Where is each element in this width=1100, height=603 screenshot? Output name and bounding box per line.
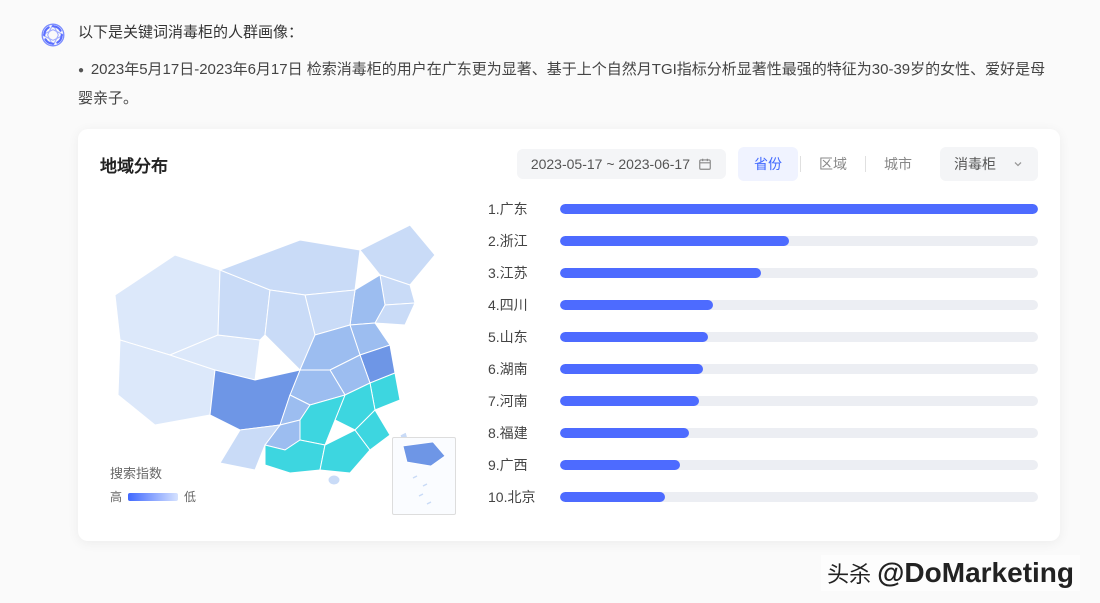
- date-range-picker[interactable]: 2023-05-17 ~ 2023-06-17: [517, 149, 726, 179]
- rank-label: 5.山东: [488, 327, 560, 347]
- bar-fill: [560, 300, 713, 310]
- dropdown-value: 消毒柜: [954, 154, 996, 174]
- rank-label: 3.江苏: [488, 263, 560, 283]
- rank-row: 8.福建: [488, 423, 1038, 443]
- rank-label: 10.北京: [488, 487, 560, 507]
- tab-region[interactable]: 区域: [803, 147, 863, 181]
- rank-row: 7.河南: [488, 391, 1038, 411]
- calendar-icon: [698, 157, 712, 171]
- china-map: 搜索指数 高 低: [100, 195, 460, 519]
- watermark: 头杀 @DoMarketing: [821, 555, 1080, 591]
- legend-low: 低: [184, 488, 196, 505]
- bar-fill: [560, 396, 699, 406]
- chevron-down-icon: [1012, 158, 1024, 170]
- bar-track: [560, 428, 1038, 438]
- bar-fill: [560, 268, 761, 278]
- bar-track: [560, 236, 1038, 246]
- legend-title: 搜索指数: [110, 463, 196, 482]
- rank-row: 1.广东: [488, 199, 1038, 219]
- rank-label: 4.四川: [488, 295, 560, 315]
- legend-high: 高: [110, 488, 122, 505]
- rank-row: 9.广西: [488, 455, 1038, 475]
- region-distribution-card: 地域分布 2023-05-17 ~ 2023-06-17 省份 区域 城市 消毒…: [78, 129, 1060, 541]
- bar-fill: [560, 428, 689, 438]
- rank-label: 9.广西: [488, 455, 560, 475]
- card-title: 地域分布: [100, 152, 168, 177]
- bar-track: [560, 204, 1038, 214]
- bar-fill: [560, 364, 703, 374]
- tab-separator: [865, 156, 866, 172]
- bar-fill: [560, 492, 665, 502]
- map-legend: 搜索指数 高 低: [110, 463, 196, 505]
- province-ranking: 1.广东 2.浙江 3.江苏 4.四川 5.山东 6.湖南 7.河南 8.福建 9.广西 10.北…: [488, 195, 1038, 519]
- rank-row: 4.四川: [488, 295, 1038, 315]
- bar-track: [560, 396, 1038, 406]
- summary-bullet: 2023年5月17日-2023年6月17日 检索消毒柜的用户在广东更为显著、基于…: [78, 56, 1060, 113]
- rank-row: 5.山东: [488, 327, 1038, 347]
- rank-label: 6.湖南: [488, 359, 560, 379]
- rank-label: 8.福建: [488, 423, 560, 443]
- bar-track: [560, 300, 1038, 310]
- region-tabs: 省份 区域 城市: [738, 147, 928, 181]
- intro-text: 以下是关键词消毒柜的人群画像：: [78, 20, 303, 46]
- date-range-text: 2023-05-17 ~ 2023-06-17: [531, 156, 690, 172]
- rank-row: 3.江苏: [488, 263, 1038, 283]
- rank-row: 6.湖南: [488, 359, 1038, 379]
- aperture-icon: [40, 22, 66, 48]
- keyword-dropdown[interactable]: 消毒柜: [940, 147, 1038, 181]
- watermark-prefix: 头杀: [827, 557, 871, 589]
- bar-fill: [560, 332, 708, 342]
- legend-gradient: [128, 493, 178, 501]
- rank-row: 2.浙江: [488, 231, 1038, 251]
- bar-fill: [560, 236, 789, 246]
- rank-row: 10.北京: [488, 487, 1038, 507]
- bar-track: [560, 268, 1038, 278]
- tab-city[interactable]: 城市: [868, 147, 928, 181]
- watermark-handle: @DoMarketing: [877, 557, 1074, 589]
- rank-label: 1.广东: [488, 199, 560, 219]
- bar-track: [560, 332, 1038, 342]
- bar-fill: [560, 204, 1038, 214]
- bar-fill: [560, 460, 680, 470]
- tab-province[interactable]: 省份: [738, 147, 798, 181]
- rank-label: 2.浙江: [488, 231, 560, 251]
- bar-track: [560, 492, 1038, 502]
- south-china-sea-inset: [392, 437, 456, 515]
- bar-track: [560, 460, 1038, 470]
- bar-track: [560, 364, 1038, 374]
- tab-separator: [800, 156, 801, 172]
- rank-label: 7.河南: [488, 391, 560, 411]
